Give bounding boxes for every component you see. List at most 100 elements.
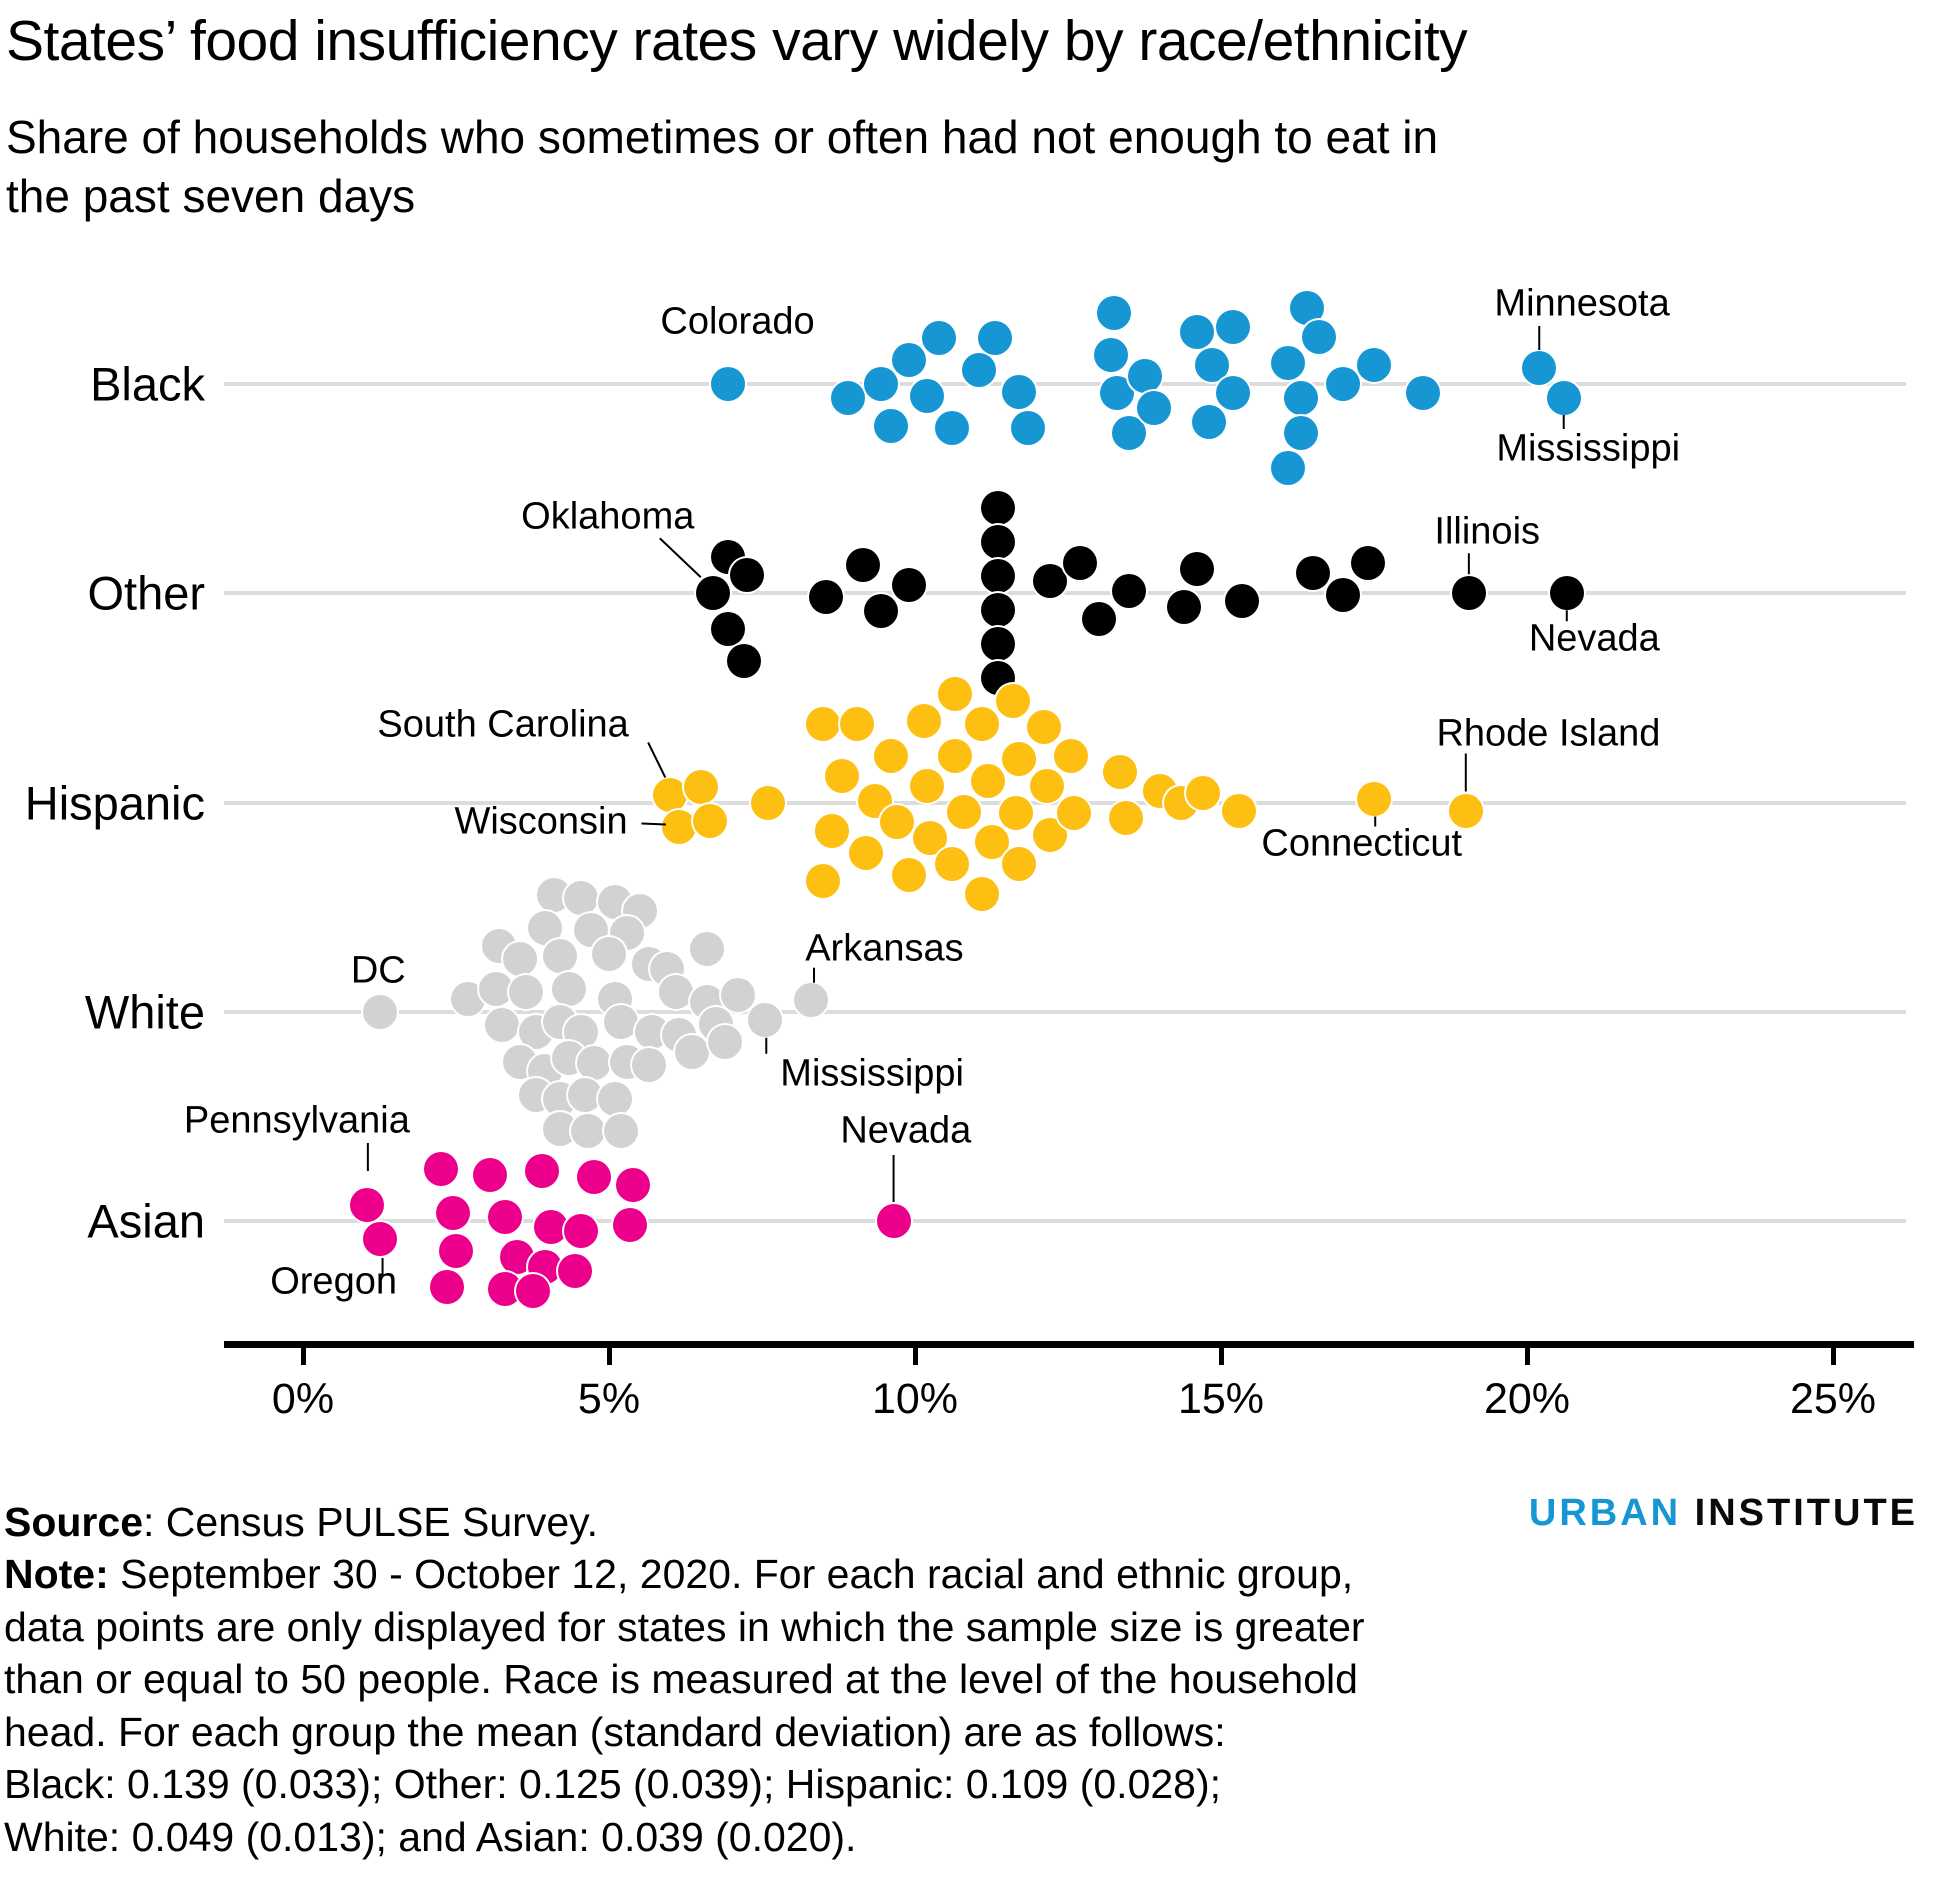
data-dot-hispanic — [1026, 709, 1061, 744]
data-dot-hispanic — [1054, 738, 1089, 773]
data-dot-black — [1271, 451, 1306, 485]
state-annotation: DC — [350, 949, 406, 992]
data-dot-hispanic — [1002, 741, 1037, 776]
data-dot-white — [793, 982, 828, 1017]
data-dot-other — [980, 525, 1015, 560]
data-dot-black — [1096, 296, 1131, 330]
data-dot-hispanic — [815, 813, 850, 848]
row-gridline — [224, 1009, 1906, 1014]
state-annotation: Oregon — [270, 1260, 397, 1303]
data-dot-black — [1136, 391, 1171, 425]
data-dot-white — [570, 1113, 605, 1148]
data-dot-hispanic — [971, 763, 1006, 798]
data-dot-hispanic — [692, 803, 727, 838]
x-axis-tick — [607, 1348, 612, 1365]
data-dot-hispanic — [751, 785, 786, 820]
source-label: Source — [4, 1499, 143, 1545]
data-dot-hispanic — [1057, 795, 1092, 830]
data-dot-hispanic — [806, 863, 841, 898]
data-dot-hispanic — [1002, 846, 1037, 881]
data-dot-hispanic — [824, 758, 859, 793]
data-dot-black — [1357, 348, 1391, 382]
source-line: Source: Census PULSE Survey. — [4, 1496, 1365, 1548]
row-label-white: White — [84, 985, 205, 1039]
data-dot-asian — [362, 1222, 397, 1256]
data-dot-white — [503, 941, 538, 976]
row-label-hispanic: Hispanic — [24, 776, 205, 829]
data-dot-black — [1127, 359, 1162, 393]
data-dot-black — [1283, 381, 1318, 415]
data-dot-white — [689, 931, 724, 966]
x-axis-tick — [301, 1348, 306, 1365]
data-dot-other — [726, 644, 761, 679]
data-dot-asian — [524, 1154, 559, 1188]
data-dot-white — [362, 994, 397, 1029]
data-dot-black — [910, 379, 945, 413]
data-dot-white — [564, 880, 599, 915]
urban-institute-logo: URBAN INSTITUTE — [1529, 1492, 1918, 1535]
data-dot-black — [1179, 315, 1214, 349]
data-dot-white — [631, 1047, 666, 1082]
note-label: Note: — [4, 1551, 109, 1598]
state-annotation: Mississippi — [780, 1052, 965, 1095]
data-dot-black — [1326, 367, 1361, 401]
data-dot-hispanic — [934, 846, 969, 881]
data-dot-hispanic — [1029, 768, 1064, 803]
data-dot-asian — [487, 1200, 522, 1234]
row-label-black: Black — [90, 357, 205, 411]
x-axis-tick — [1831, 1348, 1836, 1365]
data-dot-asian — [876, 1204, 911, 1238]
data-dot-asian — [564, 1214, 599, 1248]
data-dot-white — [748, 1002, 783, 1037]
row-gridline — [224, 1219, 1906, 1223]
data-dot-hispanic — [806, 706, 841, 741]
state-annotation: Oklahoma — [521, 495, 695, 538]
state-annotation: Illinois — [1434, 510, 1541, 553]
data-dot-asian — [439, 1234, 473, 1268]
data-dot-other — [1081, 602, 1116, 637]
data-dot-black — [1002, 375, 1037, 409]
note-block: Note: September 30 - October 12, 2020. F… — [4, 1548, 1365, 1863]
data-dot-white — [478, 971, 513, 1006]
annotation-pointer — [659, 537, 702, 578]
data-dot-black — [891, 343, 926, 377]
footer-notes: Source: Census PULSE Survey. Note: Septe… — [4, 1496, 1365, 1863]
data-dot-other — [1032, 564, 1067, 599]
x-axis-tick-label: 5% — [577, 1375, 641, 1423]
data-dot-other — [711, 612, 746, 647]
data-dot-other — [1167, 590, 1202, 625]
data-dot-hispanic — [879, 804, 914, 839]
x-axis-tick — [1219, 1348, 1224, 1365]
row-gridline — [224, 591, 1906, 596]
data-dot-other — [1350, 546, 1385, 581]
data-dot-hispanic — [653, 777, 688, 812]
data-dot-other — [845, 548, 880, 583]
data-dot-asian — [558, 1254, 593, 1288]
data-dot-asian — [429, 1270, 464, 1304]
data-dot-black — [1093, 338, 1128, 372]
data-dot-hispanic — [937, 738, 972, 773]
data-dot-other — [980, 559, 1015, 594]
data-dot-hispanic — [839, 706, 874, 741]
chart-subtitle: Share of households who sometimes or oft… — [6, 111, 1439, 222]
data-dot-black — [962, 353, 997, 387]
data-dot-white — [659, 974, 694, 1009]
state-annotation: Nevada — [1528, 617, 1660, 660]
state-annotation: Colorado — [660, 300, 815, 343]
data-dot-other — [809, 580, 844, 615]
data-dot-other — [1326, 578, 1361, 613]
x-axis-line — [224, 1341, 1914, 1348]
source-text: : Census PULSE Survey. — [143, 1499, 598, 1545]
state-annotation: Connecticut — [1261, 822, 1463, 864]
data-dot-white — [484, 1007, 519, 1042]
data-dot-black — [977, 321, 1012, 355]
note-line: White: 0.049 (0.013); and Asian: 0.039 (… — [4, 1813, 857, 1860]
state-annotation: Pennsylvania — [183, 1099, 410, 1142]
data-dot-other — [864, 594, 899, 629]
data-dot-hispanic — [1448, 793, 1483, 828]
data-dot-hispanic — [937, 676, 972, 711]
data-dot-white — [567, 1077, 602, 1112]
data-dot-other — [729, 558, 764, 593]
data-dot-other — [696, 576, 731, 611]
